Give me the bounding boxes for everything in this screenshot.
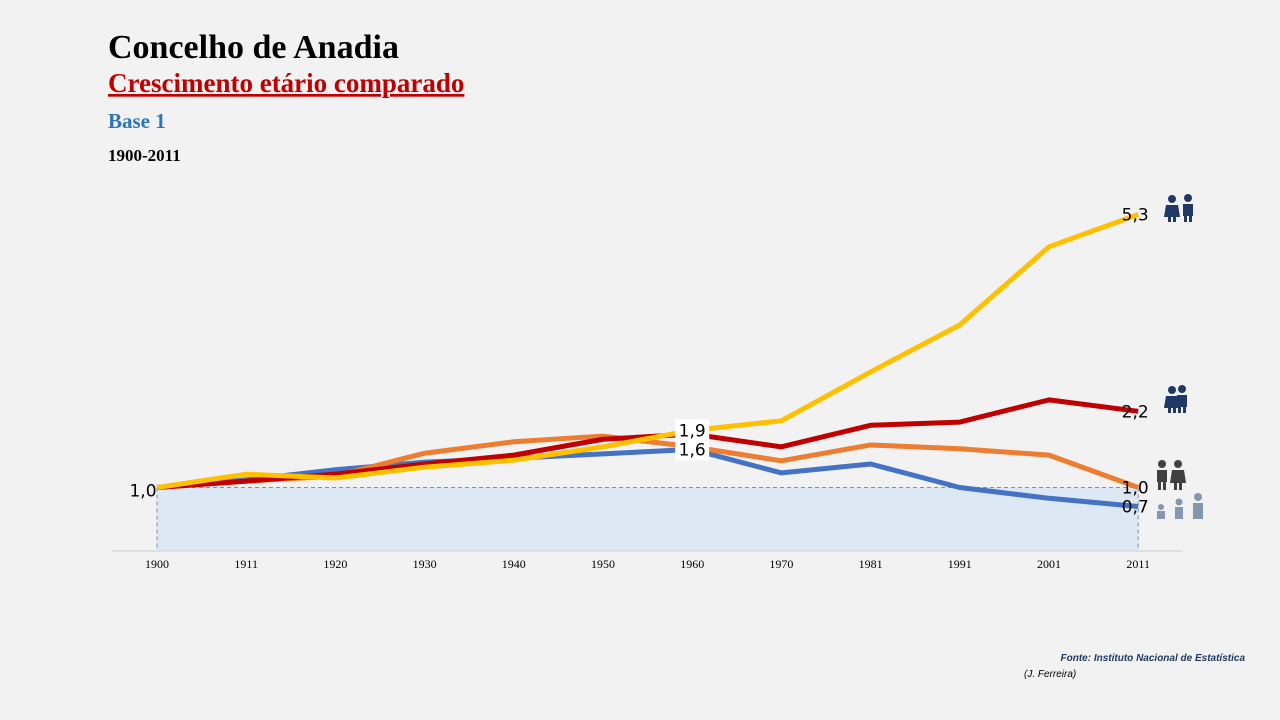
x-tick-label: 1960 bbox=[680, 557, 704, 571]
x-tick-label: 1981 bbox=[859, 557, 883, 571]
x-tick-label: 1900 bbox=[145, 557, 169, 571]
x-tick-label: 1991 bbox=[948, 557, 972, 571]
icon-adults bbox=[1157, 460, 1186, 490]
label-bg bbox=[675, 438, 710, 461]
chart-title: Concelho de Anadia bbox=[108, 29, 399, 66]
series-line bbox=[156, 433, 1140, 490]
x-tick-label: 2011 bbox=[1126, 557, 1150, 571]
x-tick-label: 2001 bbox=[1037, 557, 1061, 571]
source: Fonte: Instituto Nacional de Estatística bbox=[1061, 653, 1246, 664]
x-tick-label: 1970 bbox=[769, 557, 793, 571]
icon-children bbox=[1157, 493, 1203, 519]
value-label: 2,2 bbox=[1122, 402, 1149, 422]
author: (J. Ferreira) bbox=[1024, 669, 1076, 680]
x-tick-label: 1920 bbox=[323, 557, 347, 571]
value-label: 1,9 bbox=[679, 421, 706, 441]
value-label: 5,3 bbox=[1122, 205, 1149, 225]
x-tick-label: 1950 bbox=[591, 557, 615, 571]
series-line bbox=[156, 446, 1139, 510]
x-tick-label: 1940 bbox=[502, 557, 526, 571]
value-label: 0,7 bbox=[1122, 498, 1149, 518]
value-label: 1,6 bbox=[679, 440, 706, 460]
label-bg bbox=[675, 419, 710, 442]
chart-subtitle: Crescimento etário comparado bbox=[108, 68, 464, 98]
value-label: 1,0 bbox=[1122, 479, 1149, 499]
series-line bbox=[156, 212, 1140, 490]
reference-area bbox=[157, 487, 1139, 551]
base-label: Base 1 bbox=[108, 109, 166, 133]
period: 1900-2011 bbox=[108, 146, 181, 165]
value-label: 1,0 bbox=[129, 482, 156, 502]
icon-elderly bbox=[1164, 194, 1193, 413]
x-tick-label: 1930 bbox=[413, 557, 437, 571]
x-tick-label: 1911 bbox=[234, 557, 258, 571]
